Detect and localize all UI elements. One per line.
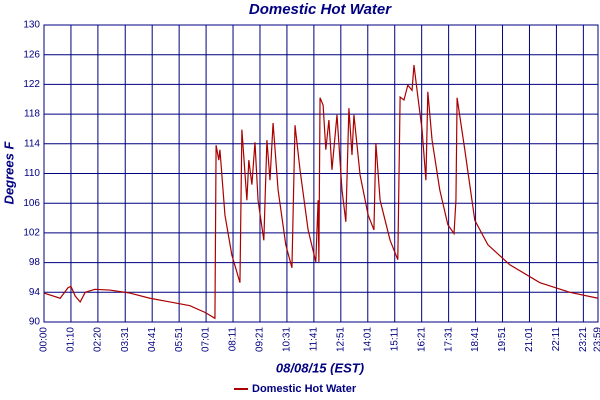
y-tick-label: 98 <box>29 257 41 268</box>
x-tick-label: 05:51 <box>174 327 185 352</box>
x-tick-label: 08:11 <box>228 327 239 352</box>
x-tick-label: 12:51 <box>335 327 346 352</box>
y-tick-label: 122 <box>23 79 40 90</box>
x-tick-label: 18:41 <box>470 327 481 352</box>
x-tick-label: 04:41 <box>147 327 158 352</box>
x-tick-label: 22:11 <box>551 327 562 352</box>
x-tick-label: 17:31 <box>443 327 454 352</box>
x-tick-label: 09:21 <box>255 327 266 352</box>
y-tick-label: 126 <box>23 49 40 60</box>
x-tick-label: 07:01 <box>201 327 212 352</box>
legend-label: Domestic Hot Water <box>252 383 357 395</box>
x-tick-label: 10:31 <box>282 327 293 352</box>
y-axis-label: Degrees F <box>1 141 16 205</box>
x-tick-label: 02:20 <box>93 327 104 352</box>
y-tick-label: 110 <box>24 168 40 179</box>
y-tick-label: 102 <box>23 228 40 239</box>
y-tick-label: 118 <box>24 109 40 120</box>
y-tick-label: 106 <box>23 198 40 209</box>
x-tick-label: 15:11 <box>389 327 400 352</box>
y-tick-label: 90 <box>29 317 41 328</box>
x-tick-label: 14:01 <box>362 327 373 352</box>
x-tick-label: 23:21 <box>578 327 589 352</box>
y-tick-label: 114 <box>24 138 40 149</box>
y-tick-label: 94 <box>29 287 41 298</box>
y-tick-label: 130 <box>23 20 40 31</box>
x-tick-label: 00:00 <box>39 327 50 352</box>
x-tick-label: 23:59 <box>593 327 600 352</box>
x-tick-label: 21:01 <box>524 327 535 352</box>
x-tick-label: 11:41 <box>309 327 320 352</box>
chart-title: Domestic Hot Water <box>249 1 392 18</box>
x-tick-label: 01:10 <box>66 327 77 352</box>
x-tick-label: 19:51 <box>497 327 508 352</box>
x-axis-label: 08/08/15 (EST) <box>276 360 364 375</box>
x-tick-label: 16:21 <box>416 327 427 352</box>
data-line <box>43 65 599 320</box>
x-tick-label: 03:31 <box>120 327 131 352</box>
